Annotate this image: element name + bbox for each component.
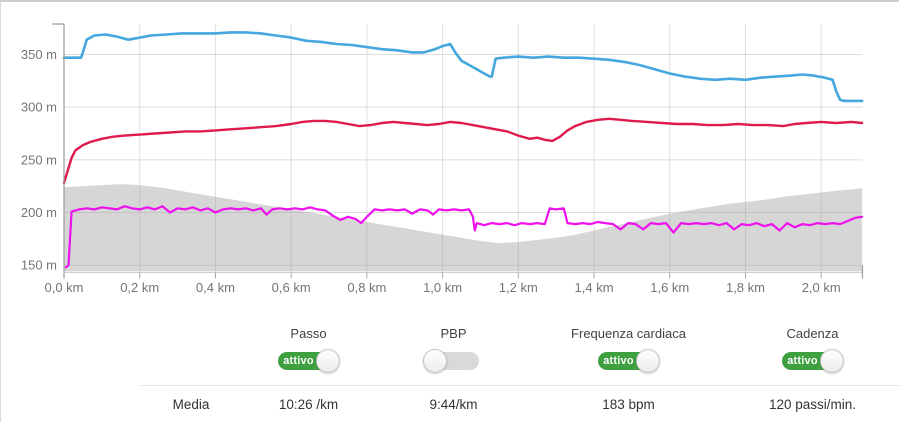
y-tick-label: 250 m <box>21 152 57 167</box>
heart-rate-toggle[interactable]: attivo <box>597 349 660 373</box>
toggle-col-pbp: PBP <box>376 326 531 373</box>
summary-left-spacer <box>1 396 141 414</box>
pace-toggle[interactable]: attivo <box>277 349 340 373</box>
heart-rate-toggle-state-text: attivo <box>603 355 634 367</box>
x-tick-label: 1,0 km <box>423 280 462 295</box>
x-tick-label: 1,2 km <box>499 280 538 295</box>
pbp-label: PBP <box>440 326 467 341</box>
average-values-row: Media 10:26 /km 9:44/km 183 bpm 120 pass… <box>1 386 899 422</box>
x-tick-label: 1,8 km <box>726 280 765 295</box>
y-tick-label: 150 m <box>21 258 57 273</box>
cadence-toggle-knob-icon[interactable] <box>819 349 844 373</box>
average-heart-rate-value: 183 bpm <box>602 397 655 412</box>
x-tick-label: 0,2 km <box>120 280 159 295</box>
x-tick-label: 0,8 km <box>347 280 386 295</box>
summary-divider <box>141 385 899 386</box>
toggle-col-pace: Passo attivo <box>241 326 376 373</box>
chart-area: 350 m 300 m 250 m 200 m 150 m 0,0 km 0,2 km 0,4… <box>1 2 899 302</box>
cadence-toggle-state-text: attivo <box>787 355 818 367</box>
x-tick-label: 1,6 km <box>650 280 689 295</box>
cadence-toggle[interactable]: attivo <box>781 349 844 373</box>
pace-toggle-state-text: attivo <box>283 355 314 367</box>
chart-line-heart-rate <box>62 117 864 185</box>
pace-toggle-knob-icon[interactable] <box>315 349 340 373</box>
toggle-col-cadence: Cadenza attivo <box>726 326 899 373</box>
heart-rate-label: Frequenza cardiaca <box>571 326 686 341</box>
toggles-left-spacer <box>1 326 241 373</box>
chart-line-cadence <box>64 205 864 269</box>
x-tick-label: 0,6 km <box>272 280 311 295</box>
average-pace-value: 10:26 /km <box>278 397 339 412</box>
x-tick-label: 2,0 km <box>802 280 841 295</box>
pace-label: Passo <box>290 326 327 341</box>
heart-rate-toggle-knob-icon[interactable] <box>635 349 660 373</box>
y-tick-label: 300 m <box>21 100 57 115</box>
metric-toggles-row: Passo attivo PBP Frequenza cardiaca atti… <box>1 326 899 373</box>
x-tick-label: 0,4 km <box>196 280 235 295</box>
average-cadence-value: 120 passi/min. <box>768 397 857 412</box>
cadence-label: Cadenza <box>786 326 839 341</box>
pbp-toggle[interactable] <box>422 349 485 373</box>
pbp-toggle-knob-icon[interactable] <box>422 349 447 373</box>
summary-row-label: Media <box>172 397 210 412</box>
y-tick-label: 350 m <box>21 47 57 62</box>
x-tick-label: 0,0 km <box>44 280 83 295</box>
elevation-area <box>64 184 863 271</box>
chart-line-pace <box>62 31 864 103</box>
toggle-col-heart-rate: Frequenza cardiaca attivo <box>531 326 726 373</box>
activity-chart[interactable]: 350 m 300 m 250 m 200 m 150 m 0,0 km 0,2 km 0,4… <box>1 2 899 302</box>
y-tick-label: 200 m <box>21 205 57 220</box>
x-tick-label: 1,4 km <box>575 280 614 295</box>
average-pbp-value: 9:44/km <box>429 397 478 412</box>
